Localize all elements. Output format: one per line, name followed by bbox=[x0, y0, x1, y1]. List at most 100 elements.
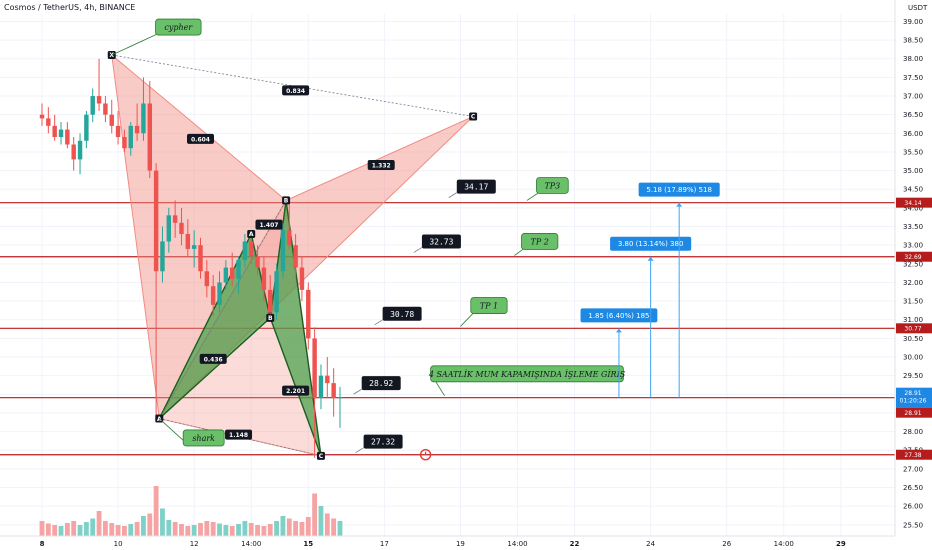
callout-box[interactable] bbox=[182, 429, 225, 447]
price-axis[interactable]: 25.5026.0026.5027.0027.5028.0028.5029.00… bbox=[894, 0, 932, 550]
candlesticks bbox=[39, 58, 343, 458]
shark-xab-triangle[interactable] bbox=[158, 231, 272, 420]
pattern-point-label: B bbox=[268, 315, 273, 322]
volume-bar bbox=[229, 526, 235, 536]
volume-bar bbox=[115, 525, 121, 536]
level-price-tag[interactable] bbox=[896, 197, 932, 208]
horizontal-levels[interactable] bbox=[0, 202, 895, 456]
callout-label: 4 SAATLİK MUM KAPAMIŞINDA İŞLEME GİRİŞ bbox=[428, 370, 626, 379]
current-price-label: 28.91 bbox=[904, 390, 921, 397]
callout-box[interactable] bbox=[470, 297, 508, 314]
callout-box[interactable] bbox=[430, 365, 624, 383]
ratio-label: 1.332 bbox=[372, 163, 391, 170]
candle-body bbox=[134, 125, 140, 134]
ratio-label-box[interactable] bbox=[187, 133, 214, 144]
volume-bar bbox=[191, 525, 197, 536]
pattern-point-label: C bbox=[319, 453, 324, 460]
candle-body bbox=[249, 241, 254, 257]
candle-body bbox=[52, 125, 57, 138]
price-tick-label: 25.50 bbox=[903, 521, 923, 529]
time-axis[interactable]: 8 10 12 14:00 15 17 19 14:00 22 24 26 14:00 29 bbox=[0, 535, 932, 550]
projection-label-box[interactable] bbox=[638, 182, 720, 197]
volume-bar bbox=[52, 525, 58, 536]
volume-bar bbox=[96, 511, 102, 536]
target-price-label: 27.32 bbox=[371, 438, 395, 447]
target-price-label: 28.92 bbox=[369, 379, 393, 388]
candle-body bbox=[77, 140, 83, 160]
pattern-point-marker[interactable] bbox=[282, 196, 291, 205]
ratio-label: 0.436 bbox=[204, 356, 223, 363]
callout-leader-line bbox=[460, 311, 476, 327]
ratio-label-box[interactable] bbox=[282, 85, 310, 96]
grid bbox=[0, 14, 895, 536]
candle-body bbox=[331, 383, 336, 399]
candle-body bbox=[58, 129, 64, 138]
target-price-tag[interactable] bbox=[361, 376, 401, 391]
candle-body bbox=[128, 125, 133, 149]
harmonic-patterns[interactable] bbox=[111, 53, 474, 457]
time-tick-label: 10 bbox=[114, 540, 123, 548]
pattern-point-marker[interactable] bbox=[316, 451, 325, 460]
price-tick-label: 34.50 bbox=[903, 186, 923, 194]
price-tick-label: 38.50 bbox=[903, 37, 923, 45]
pattern-dotted-line bbox=[111, 54, 474, 117]
callout-label: cypher bbox=[164, 23, 193, 32]
current-level-tag[interactable] bbox=[896, 407, 932, 418]
current-price-tag[interactable] bbox=[896, 387, 932, 408]
volume-bar bbox=[128, 524, 134, 536]
ratio-label-box[interactable] bbox=[282, 385, 310, 396]
ratio-label-box[interactable] bbox=[255, 219, 283, 230]
callout-label: TP3 bbox=[544, 182, 560, 191]
projection-label-box[interactable] bbox=[580, 308, 658, 323]
time-tick-label: 26 bbox=[722, 540, 731, 548]
callout-leader-line bbox=[111, 32, 160, 56]
target-tag-pointer bbox=[413, 247, 423, 253]
time-tick-label: 12 bbox=[190, 540, 199, 548]
price-tick-label: 31.00 bbox=[903, 316, 923, 324]
projection-arrow bbox=[676, 202, 683, 207]
candle-body bbox=[160, 241, 165, 272]
candle-body bbox=[293, 245, 298, 268]
level-price-label: 32.69 bbox=[904, 254, 921, 261]
price-tick-label: 36.00 bbox=[903, 130, 923, 138]
time-axis-background bbox=[0, 536, 932, 550]
time-tick-label: 29 bbox=[836, 540, 846, 548]
candle-body bbox=[122, 137, 127, 149]
target-price-tag[interactable] bbox=[382, 306, 422, 321]
candle-body bbox=[236, 260, 241, 279]
pattern-point-marker[interactable] bbox=[266, 313, 275, 322]
volume-bar bbox=[153, 486, 159, 536]
volume-bar bbox=[83, 522, 89, 536]
projection-label-box[interactable] bbox=[610, 236, 692, 251]
candle-body bbox=[90, 96, 95, 115]
level-price-tag[interactable] bbox=[896, 323, 932, 334]
price-tick-label: 29.50 bbox=[903, 372, 923, 380]
annotations[interactable]: X A B C A B C 0.834 0.604 1.332 1.407 0.436 2.201 1.1… bbox=[107, 18, 720, 461]
pattern-point-marker[interactable] bbox=[247, 229, 256, 238]
alert-clock-icon[interactable] bbox=[419, 449, 432, 461]
candle-body bbox=[318, 375, 324, 399]
target-price-tag[interactable] bbox=[363, 434, 403, 449]
candle-body bbox=[115, 125, 121, 138]
volume-bar bbox=[90, 518, 96, 536]
projection-label: 5.18 (17.89%) 518 bbox=[646, 186, 712, 194]
target-price-tag[interactable] bbox=[456, 179, 496, 194]
callout-box[interactable] bbox=[536, 177, 569, 194]
price-tick-label: 39.00 bbox=[903, 18, 923, 26]
callout-label: TP 1 bbox=[480, 302, 498, 311]
price-tick-label: 30.00 bbox=[903, 354, 923, 362]
volume-bars bbox=[39, 486, 343, 536]
callout-box[interactable] bbox=[521, 233, 559, 250]
callout-box[interactable] bbox=[155, 18, 202, 36]
level-price-tag[interactable] bbox=[896, 251, 932, 262]
ratio-label-box[interactable] bbox=[199, 353, 227, 364]
pattern-point-marker[interactable] bbox=[469, 112, 478, 121]
price-tick-label: 27.00 bbox=[903, 465, 923, 473]
target-price-tag[interactable] bbox=[421, 234, 461, 249]
level-price-tag[interactable] bbox=[896, 449, 932, 460]
volume-bar bbox=[172, 522, 178, 536]
ratio-label: 1.148 bbox=[229, 432, 248, 439]
ratio-label-box[interactable] bbox=[225, 429, 253, 440]
ratio-label-box[interactable] bbox=[367, 160, 395, 171]
